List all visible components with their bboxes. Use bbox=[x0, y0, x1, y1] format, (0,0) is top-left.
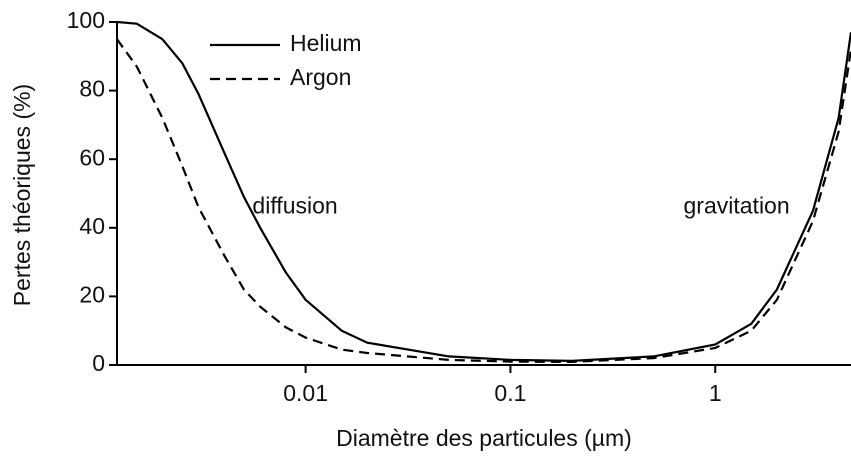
legend-label: Helium bbox=[290, 30, 362, 56]
y-tick-label: 60 bbox=[79, 144, 105, 170]
annotation: diffusion bbox=[252, 192, 337, 218]
x-tick-label: 1 bbox=[709, 380, 722, 406]
y-tick-label: 100 bbox=[67, 7, 105, 33]
x-axis-label: Diamètre des particules (µm) bbox=[336, 425, 632, 451]
x-tick-label: 0.1 bbox=[494, 380, 526, 406]
legend-label: Argon bbox=[290, 64, 351, 90]
y-tick-label: 0 bbox=[92, 350, 105, 376]
y-tick-label: 20 bbox=[79, 281, 105, 307]
y-tick-label: 80 bbox=[79, 76, 105, 102]
annotation: gravitation bbox=[684, 192, 790, 218]
y-axis-label: Pertes théoriques (%) bbox=[9, 84, 35, 306]
line-series bbox=[117, 20, 851, 363]
y-tick-label: 40 bbox=[79, 213, 105, 239]
x-tick-label: 0.01 bbox=[283, 380, 328, 406]
line-series bbox=[117, 38, 851, 364]
